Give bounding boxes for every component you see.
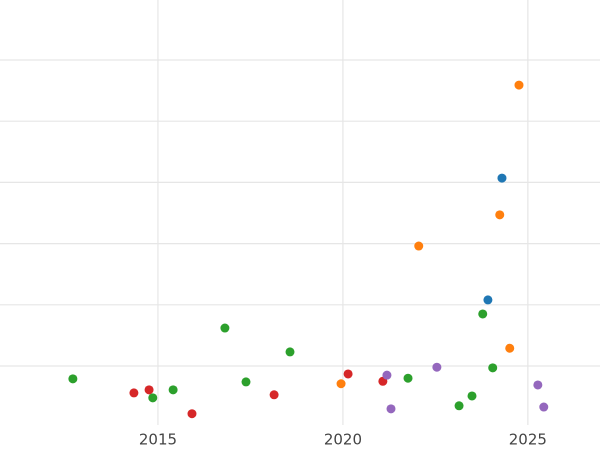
point <box>285 347 295 357</box>
point <box>432 362 442 372</box>
point <box>343 369 353 379</box>
point <box>478 309 488 319</box>
point <box>382 370 392 380</box>
point <box>514 80 524 90</box>
x-tick-label: 2015 <box>139 431 177 449</box>
point <box>467 391 477 401</box>
point <box>403 373 413 383</box>
x-tick-label: 2025 <box>509 431 547 449</box>
point <box>144 385 154 395</box>
point <box>336 379 346 389</box>
point <box>414 241 424 251</box>
point <box>488 363 498 373</box>
point <box>187 409 197 419</box>
point <box>269 390 279 400</box>
point <box>505 343 515 353</box>
point <box>386 404 396 414</box>
point <box>168 385 178 395</box>
point <box>539 402 549 412</box>
point <box>148 393 158 403</box>
point <box>220 323 230 333</box>
point <box>533 380 543 390</box>
x-tick-label: 2020 <box>324 431 362 449</box>
point <box>483 295 493 305</box>
point <box>497 173 507 183</box>
point <box>129 388 139 398</box>
point <box>495 210 505 220</box>
point <box>454 401 464 411</box>
point <box>68 374 78 384</box>
point <box>241 377 251 387</box>
